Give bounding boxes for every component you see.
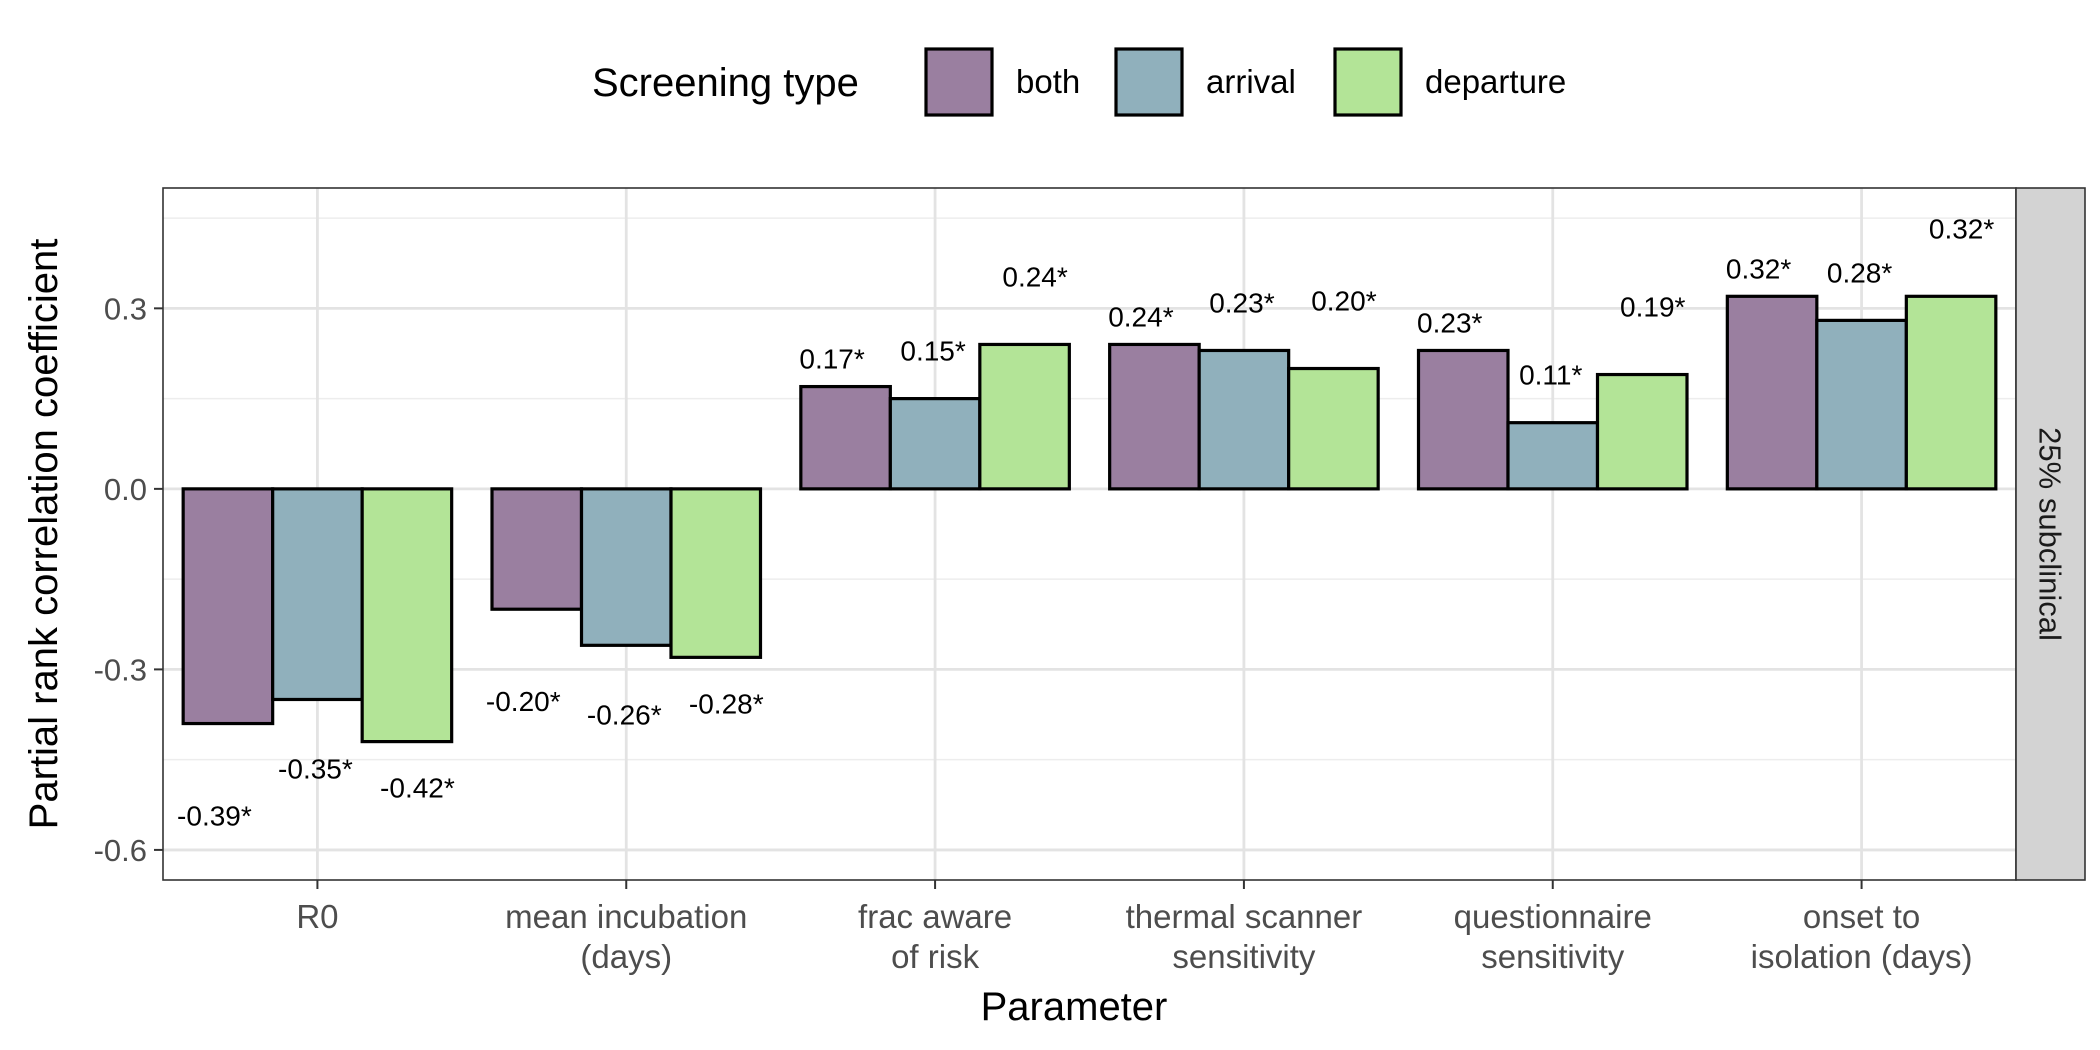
bar	[1595, 372, 1689, 491]
bar	[799, 384, 892, 491]
bar	[1416, 348, 1510, 491]
x-tick-label: frac aware of risk	[858, 898, 1012, 975]
facet-strip-label: 25% subclinical	[2033, 427, 2068, 641]
bar	[1108, 342, 1201, 491]
x-axis-title: Parameter	[981, 985, 1168, 1029]
bar-value-label: 0.32*	[1726, 253, 1791, 284]
bar-value-label: 0.23*	[1209, 287, 1274, 318]
bar-value-label: 0.28*	[1827, 257, 1892, 288]
y-axis: -0.6 -0.3 0.0 0.3	[94, 291, 163, 868]
legend-key	[1333, 47, 1403, 117]
bar-value-label: -0.42*	[380, 773, 455, 804]
bar	[490, 487, 584, 611]
x-tick-label: questionnaire sensitivity	[1454, 898, 1652, 975]
legend-label: both	[1016, 63, 1080, 100]
legend-label: departure	[1425, 63, 1566, 100]
bar	[978, 342, 1071, 491]
bar	[1197, 348, 1291, 491]
bar	[1904, 294, 1998, 491]
x-tick-label: onset to isolation (days)	[1751, 898, 1973, 975]
bars	[181, 294, 1998, 744]
x-axis: R0 mean incubation (days) frac aware of risk…	[296, 880, 1973, 975]
bar	[1506, 421, 1600, 491]
bar	[1725, 294, 1819, 491]
bar-value-label: -0.35*	[278, 753, 353, 784]
bar-value-label: -0.28*	[689, 688, 764, 719]
y-tick-label: 0.3	[104, 291, 147, 326]
legend-key	[924, 47, 994, 117]
bar	[181, 487, 275, 726]
y-tick-label: -0.6	[94, 833, 147, 868]
bar	[579, 487, 673, 647]
facet-strip: 25% subclinical	[2015, 187, 2086, 881]
x-tick-label: R0	[296, 898, 338, 935]
bar	[669, 487, 763, 659]
y-tick-label: -0.3	[94, 652, 147, 687]
y-tick-label: 0.0	[104, 472, 147, 507]
bar-value-label: 0.15*	[900, 336, 965, 367]
bar	[271, 487, 364, 702]
bar-value-label: 0.17*	[799, 344, 864, 375]
bar-value-label: -0.20*	[486, 686, 561, 717]
legend: Screening type both arrival departure	[592, 47, 1566, 117]
facet-strip-bg	[2015, 187, 2086, 881]
plot-panel	[163, 188, 2016, 880]
bar-value-label: 0.24*	[1108, 301, 1173, 332]
bar-value-label: 0.23*	[1417, 307, 1482, 338]
bar-value-label: -0.39*	[177, 801, 252, 832]
legend-key	[1114, 47, 1184, 117]
bar-value-label: 0.32*	[1929, 213, 1994, 244]
bar	[1815, 318, 1908, 491]
bar-value-label: 0.24*	[1002, 261, 1067, 292]
bar	[360, 487, 454, 744]
y-axis-title: Partial rank correlation coefficient	[22, 239, 66, 830]
x-tick-label: thermal scanner sensitivity	[1126, 898, 1363, 975]
legend-title: Screening type	[592, 61, 859, 105]
bar-value-label: 0.20*	[1311, 286, 1376, 317]
bar	[1287, 366, 1380, 491]
bar-value-label: 0.11*	[1519, 360, 1582, 391]
bar-labels: -0.39* -0.20* 0.17* 0.24* 0.23* 0.32* -0.35* -0…	[177, 213, 1994, 831]
legend-label: arrival	[1206, 63, 1296, 100]
x-tick-label: mean incubation (days)	[505, 898, 747, 975]
bar-value-label: 0.19*	[1620, 292, 1685, 323]
bar-value-label: -0.26*	[587, 699, 662, 730]
bar	[888, 397, 982, 491]
